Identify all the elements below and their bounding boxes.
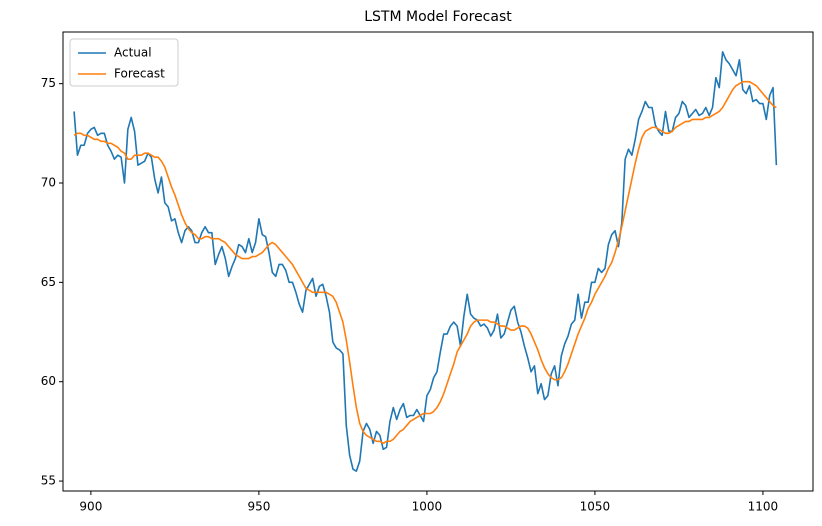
y-tick-label: 70 xyxy=(41,176,56,190)
series-line xyxy=(73,51,778,472)
x-tick-label: 1000 xyxy=(412,500,443,514)
plot-frame xyxy=(62,31,814,492)
x-tick-label: 900 xyxy=(79,500,102,514)
x-tick-label: 950 xyxy=(247,500,270,514)
series-line xyxy=(73,80,777,445)
x-tick-label: 1050 xyxy=(580,500,611,514)
y-tick-label: 55 xyxy=(41,474,56,488)
x-tick-label: 1100 xyxy=(748,500,779,514)
y-tick-label: 75 xyxy=(41,76,56,90)
y-tick-label: 60 xyxy=(41,374,56,388)
legend: Actual Forecast xyxy=(69,38,179,87)
legend-label: Forecast xyxy=(114,67,165,81)
chart-title: LSTM Model Forecast xyxy=(364,9,512,25)
legend-label: Actual xyxy=(114,46,152,60)
y-tick-label: 65 xyxy=(41,275,56,289)
